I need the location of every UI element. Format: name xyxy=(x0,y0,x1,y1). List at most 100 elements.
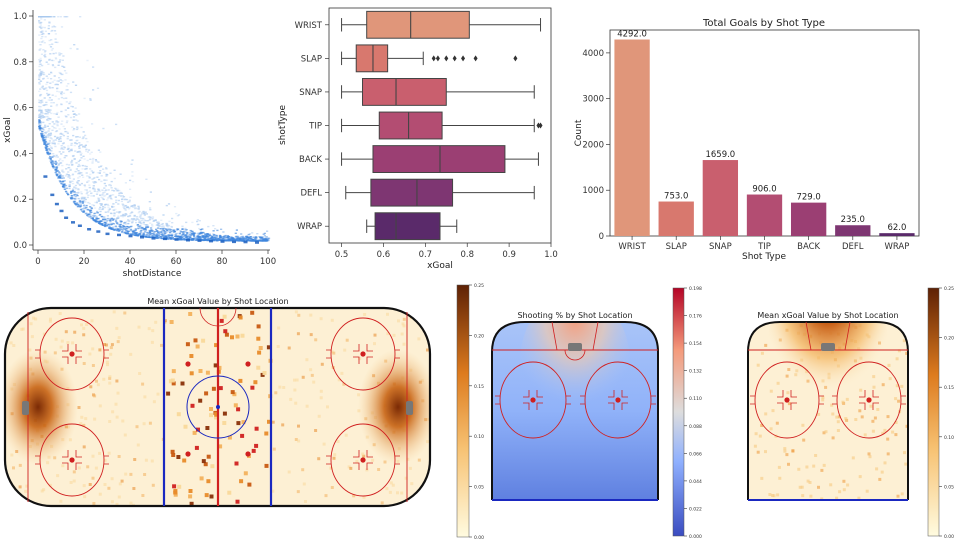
heat-cell xyxy=(392,333,396,337)
density-cell xyxy=(241,235,244,238)
faceoff-dot xyxy=(360,457,366,463)
density-cell xyxy=(48,16,51,18)
density-cell xyxy=(47,153,51,156)
density-cell xyxy=(48,39,51,42)
heat-cell xyxy=(282,386,286,389)
density-cell xyxy=(137,208,140,210)
density-cell xyxy=(56,173,59,176)
density-cell xyxy=(151,223,154,226)
density-cell xyxy=(44,131,47,134)
density-cell xyxy=(54,163,58,166)
density-cell xyxy=(240,237,243,240)
density-cell xyxy=(78,200,81,202)
heat-cell xyxy=(271,489,275,493)
density-cell xyxy=(139,214,142,216)
density-cell xyxy=(180,238,183,240)
density-cell xyxy=(186,232,189,235)
density-cell xyxy=(72,188,75,190)
density-cell xyxy=(44,132,47,134)
density-cell xyxy=(191,232,194,234)
density-cell xyxy=(103,191,106,193)
heat-cell xyxy=(94,466,98,470)
heat-cell xyxy=(829,483,833,487)
density-cell xyxy=(146,236,149,238)
density-cell xyxy=(147,220,150,222)
x-axis-label: Shot Type xyxy=(742,252,786,262)
heat-cell xyxy=(93,394,97,398)
density-cell xyxy=(248,240,251,242)
heat-cell xyxy=(363,313,367,316)
y-tick-label: 3000 xyxy=(582,95,604,105)
density-cell xyxy=(201,232,204,234)
density-cell xyxy=(47,143,50,145)
density-cell xyxy=(60,53,63,55)
trend-point xyxy=(232,240,236,244)
density-cell xyxy=(160,226,163,228)
density-cell xyxy=(203,239,206,241)
density-cell xyxy=(104,211,107,213)
x-axis-label: xGoal xyxy=(427,261,453,271)
hash-marks xyxy=(523,390,543,410)
density-cell xyxy=(52,65,55,67)
heat-cell xyxy=(822,463,826,467)
density-cell xyxy=(49,82,52,84)
heat-cell xyxy=(401,322,405,326)
density-cell xyxy=(176,229,179,231)
heat-cell xyxy=(98,492,102,496)
density-cell xyxy=(42,33,45,35)
hash-marks xyxy=(353,450,373,470)
density-cell xyxy=(38,127,41,129)
heat-cell xyxy=(891,430,895,434)
density-cell xyxy=(75,162,78,164)
density-cell xyxy=(50,49,53,51)
density-cell xyxy=(168,237,171,239)
density-cell xyxy=(160,232,163,235)
density-cell xyxy=(42,78,45,80)
density-cell xyxy=(163,227,166,230)
density-cell xyxy=(119,223,122,226)
density-cell xyxy=(123,232,126,234)
density-cell xyxy=(146,232,149,235)
density-cell xyxy=(60,26,64,28)
density-cell xyxy=(54,41,57,43)
density-cell xyxy=(148,201,151,203)
density-cell xyxy=(161,223,164,225)
density-cell xyxy=(253,239,256,241)
heat-cell xyxy=(48,483,52,487)
heat-cell xyxy=(846,483,850,487)
density-cell xyxy=(112,226,115,228)
density-cell xyxy=(226,237,229,240)
density-cell xyxy=(203,237,206,239)
colorbar-tick-label: 0.066 xyxy=(689,451,702,457)
density-cell xyxy=(42,134,45,137)
heat-cell xyxy=(147,327,151,331)
density-cell xyxy=(131,175,134,177)
density-cell xyxy=(78,142,81,144)
density-cell xyxy=(160,230,163,232)
density-cell xyxy=(54,139,57,141)
density-cell xyxy=(184,234,187,236)
heat-cell xyxy=(391,483,395,487)
density-cell xyxy=(81,208,84,210)
density-cell xyxy=(39,116,42,119)
density-cell xyxy=(77,191,80,193)
density-cell xyxy=(162,235,165,237)
density-cell xyxy=(40,112,43,114)
density-cell xyxy=(67,193,70,195)
density-cell xyxy=(209,237,212,240)
density-cell xyxy=(116,217,119,219)
heat-cell xyxy=(250,385,255,390)
density-cell xyxy=(115,211,119,213)
density-cell xyxy=(229,236,232,238)
density-cell xyxy=(145,178,148,180)
trend-point xyxy=(43,175,48,178)
density-cell xyxy=(75,168,78,170)
density-cell xyxy=(139,215,142,218)
density-cell xyxy=(45,149,48,151)
colorbar: 0.000.050.100.150.200.25 xyxy=(927,286,954,540)
density-cell xyxy=(41,116,44,118)
density-cell xyxy=(115,199,118,201)
heat-cell xyxy=(317,414,321,418)
density-cell xyxy=(67,176,70,178)
density-cell xyxy=(75,128,78,131)
